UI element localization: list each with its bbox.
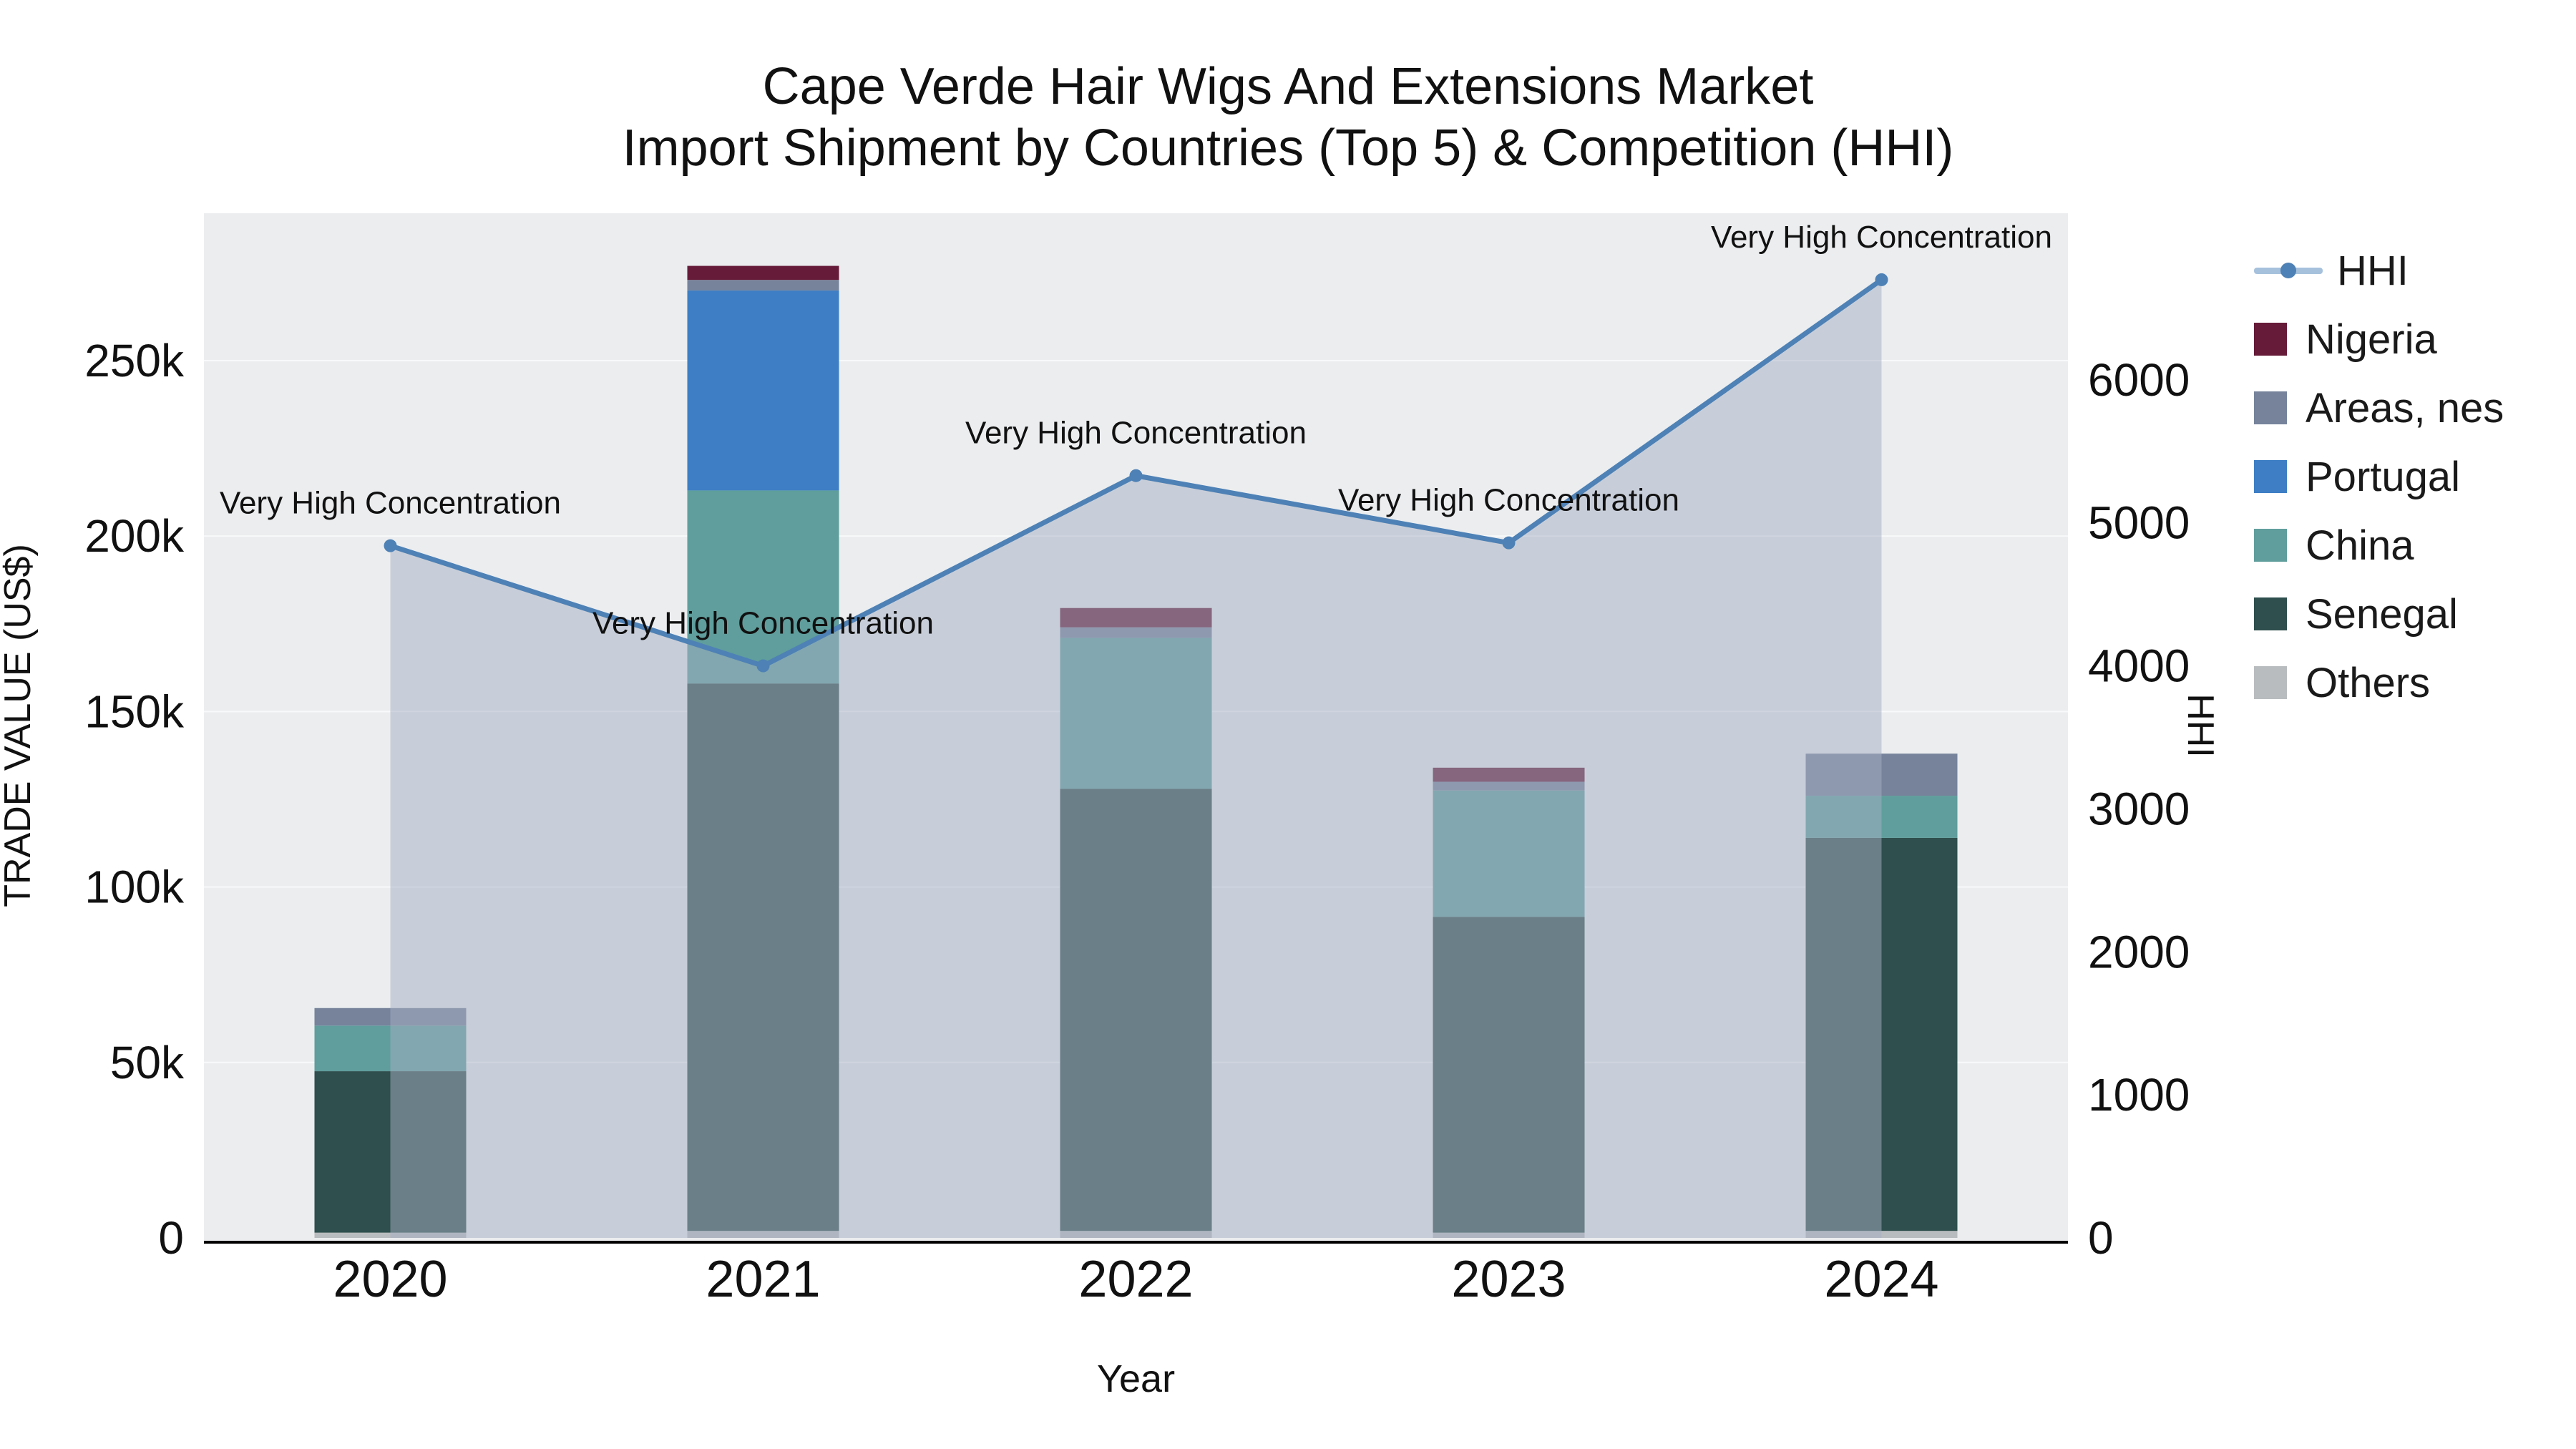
legend-swatch-icon <box>2254 529 2287 562</box>
legend-item-areas-nes[interactable]: Areas, nes <box>2254 374 2504 442</box>
hhi-marker-2021 <box>756 659 770 673</box>
legend-item-others[interactable]: Others <box>2254 648 2504 717</box>
legend-item-hhi[interactable]: HHI <box>2254 236 2504 305</box>
legend-swatch-icon <box>2254 666 2287 699</box>
y-right-tick-2000: 2000 <box>2088 926 2190 977</box>
legend-item-portugal[interactable]: Portugal <box>2254 442 2504 511</box>
legend-label: Senegal <box>2306 590 2458 638</box>
annotation-2024: Very High Concentration <box>1711 220 2052 255</box>
legend-label: Nigeria <box>2306 316 2437 363</box>
hhi-marker-2023 <box>1502 536 1516 550</box>
legend-label: China <box>2306 522 2414 569</box>
chart-title: Cape Verde Hair Wigs And Extensions Mark… <box>0 56 2576 179</box>
x-tick-2023: 2023 <box>1451 1251 1566 1308</box>
y-right-tick-3000: 3000 <box>2088 783 2190 834</box>
y-right-tick-5000: 5000 <box>2088 497 2190 549</box>
annotation-2020: Very High Concentration <box>220 486 561 521</box>
y-right-axis-title: HHI <box>2180 693 2221 758</box>
y-left-axis-title: TRADE VALUE (US$) <box>0 544 39 907</box>
legend-line-icon <box>2254 254 2323 287</box>
legend-swatch-icon <box>2254 391 2287 424</box>
y-right-tick-6000: 6000 <box>2088 354 2190 406</box>
legend-label: Portugal <box>2306 453 2461 500</box>
hhi-marker-2020 <box>384 539 397 552</box>
legend-swatch-icon <box>2254 597 2287 630</box>
hhi-marker-2022 <box>1129 469 1143 482</box>
y-right-tick-0: 0 <box>2088 1212 2114 1264</box>
legend-swatch-icon <box>2254 323 2287 356</box>
y-left-tick-150k: 150k <box>84 686 185 737</box>
y-right-tick-1000: 1000 <box>2088 1069 2190 1121</box>
legend-item-nigeria[interactable]: Nigeria <box>2254 305 2504 374</box>
legend-line-marker <box>2280 263 2296 278</box>
x-axis-title: Year <box>1097 1357 1175 1400</box>
legend-swatch-icon <box>2254 460 2287 493</box>
y-right-tick-4000: 4000 <box>2088 640 2190 692</box>
bar-segment-portugal-2021 <box>687 290 839 491</box>
bar-segment-areas-nes-2021 <box>687 280 839 291</box>
legend-item-china[interactable]: China <box>2254 511 2504 580</box>
y-left-tick-50k: 50k <box>110 1037 185 1088</box>
annotation-2022: Very High Concentration <box>965 416 1307 451</box>
chart-title-line2: Import Shipment by Countries (Top 5) & C… <box>622 119 1954 177</box>
x-tick-2020: 2020 <box>333 1251 447 1308</box>
annotation-2023: Very High Concentration <box>1338 483 1679 518</box>
hhi-marker-2024 <box>1875 273 1888 286</box>
x-tick-2022: 2022 <box>1078 1251 1193 1308</box>
legend-label: Areas, nes <box>2306 384 2504 431</box>
y-left-tick-100k: 100k <box>84 862 185 913</box>
bar-segment-nigeria-2021 <box>687 265 839 280</box>
legend-item-senegal[interactable]: Senegal <box>2254 580 2504 648</box>
chart-title-line1: Cape Verde Hair Wigs And Extensions Mark… <box>762 58 1814 115</box>
legend-label: HHI <box>2337 247 2409 294</box>
y-left-tick-0: 0 <box>158 1212 184 1264</box>
legend: HHI Nigeria Areas, nes Portugal China Senegal… <box>2254 236 2504 717</box>
y-left-tick-250k: 250k <box>84 335 185 386</box>
x-tick-2024: 2024 <box>1824 1251 1938 1308</box>
annotation-2021: Very High Concentration <box>592 606 934 641</box>
hhi-area <box>390 279 1882 1239</box>
y-left-tick-200k: 200k <box>84 510 185 562</box>
legend-label: Others <box>2306 659 2431 706</box>
x-tick-2021: 2021 <box>706 1251 820 1308</box>
